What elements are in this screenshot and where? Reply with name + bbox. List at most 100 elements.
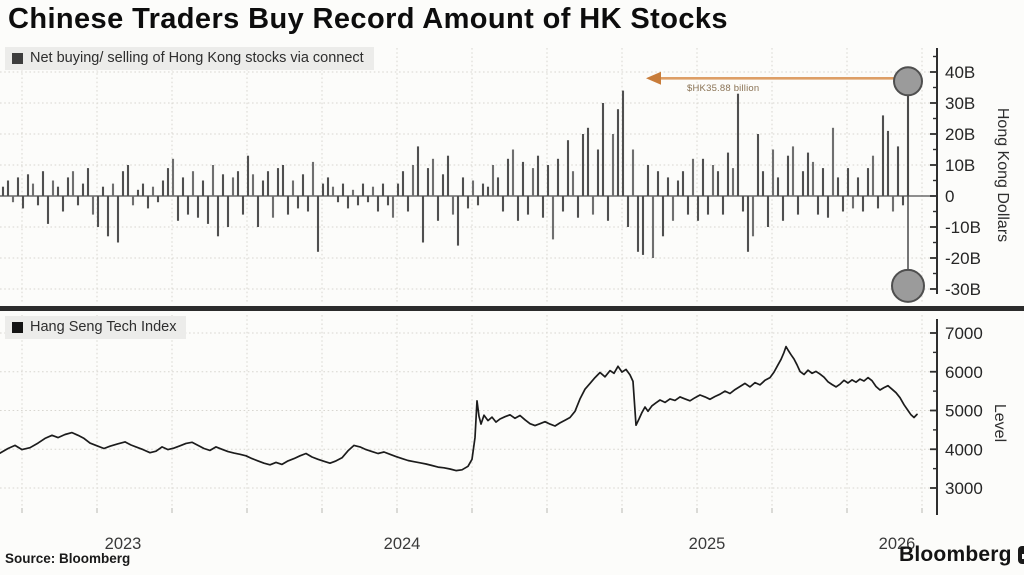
- index-legend: Hang Seng Tech Index: [5, 316, 187, 339]
- net-flow-bar: [396, 183, 400, 196]
- net-flow-bar: [636, 196, 640, 252]
- net-flow-bar: [836, 177, 840, 196]
- net-flow-bar: [151, 186, 155, 196]
- net-flow-bar: [256, 196, 260, 227]
- net-flow-bar: [706, 196, 710, 215]
- net-flow-bar: [761, 171, 765, 196]
- net-flow-bar: [656, 171, 660, 196]
- y-tick-label: 40B: [945, 63, 975, 82]
- y-axis-title: Hong Kong Dollars: [994, 108, 1011, 242]
- net-flow-bar: [786, 155, 790, 196]
- x-year-label: 2025: [689, 535, 726, 553]
- net-flow-bar: [641, 196, 645, 255]
- net-flow-bar: [506, 158, 510, 196]
- net-flow-bar: [271, 196, 275, 218]
- net-flow-bar: [796, 196, 800, 215]
- net-flow-bar: [296, 196, 300, 209]
- net-flow-bar: [571, 171, 575, 196]
- net-flow-bar: [801, 171, 805, 196]
- y-tick-label: -20B: [945, 249, 981, 268]
- net-flow-bar: [541, 196, 545, 218]
- y-tick-label: 4000: [945, 440, 983, 459]
- net-flow-bar: [101, 186, 105, 196]
- net-flow-bar: [861, 196, 865, 212]
- y-tick-label: 5000: [945, 402, 983, 421]
- net-flow-bar: [741, 196, 745, 212]
- net-flow-bar: [856, 177, 860, 196]
- net-flow-bar: [361, 183, 365, 196]
- net-flow-bar: [631, 149, 635, 196]
- y-tick-label: 10B: [945, 156, 975, 175]
- net-flow-bar: [276, 168, 280, 196]
- net-flow-bar: [576, 196, 580, 218]
- net-flow-bar: [646, 165, 650, 196]
- record-low-marker: [891, 268, 925, 303]
- net-flow-bar: [191, 171, 195, 196]
- net-flow-bar: [781, 196, 785, 221]
- net-flow-bar: [826, 196, 830, 218]
- net-flow-bar: [896, 146, 900, 196]
- net-flow-bar: [551, 196, 555, 240]
- net-flow-bar: [901, 196, 905, 206]
- net-flow-bar: [76, 196, 80, 206]
- net-flow-bar: [441, 174, 445, 196]
- net-flow-bar: [146, 196, 150, 209]
- record-high-marker: [893, 66, 923, 97]
- net-flow-bar: [591, 196, 595, 215]
- net-flow-bar: [496, 177, 500, 196]
- net-flow-bar: [211, 165, 215, 196]
- net-flow-bar: [236, 171, 240, 196]
- net-flow-bar: [116, 196, 120, 243]
- net-flow-bar: [736, 93, 740, 196]
- net-flow-bar: [776, 177, 780, 196]
- net-flow-bar: [221, 174, 225, 196]
- net-flow-bar: [331, 186, 335, 196]
- net-flow-bar: [51, 180, 55, 196]
- net-flow-bar: [686, 196, 690, 215]
- net-flow-bar: [601, 103, 605, 196]
- net-flow-bar: [141, 183, 145, 196]
- net-flow-bar: [356, 196, 360, 206]
- net-flow-bar: [716, 171, 720, 196]
- net-flow-bar: [311, 161, 315, 196]
- net-flow-bar: [196, 196, 200, 218]
- net-flow-bar: [136, 189, 140, 196]
- bloomberg-mark-icon: [1017, 546, 1024, 564]
- page-title: Chinese Traders Buy Record Amount of HK …: [8, 3, 728, 35]
- net-flow-bar: [81, 183, 85, 196]
- net-flow-bar: [491, 165, 495, 196]
- net-flow-bar: [261, 180, 265, 196]
- net-flow-bar: [821, 168, 825, 196]
- net-flow-bar: [286, 196, 290, 215]
- net-flow-bar: [316, 196, 320, 252]
- net-flow-bar: [171, 158, 175, 196]
- net-flow-bar: [201, 180, 205, 196]
- net-flow-bar: [41, 171, 45, 196]
- net-flow-bar: [481, 183, 485, 196]
- y-tick-label: 30B: [945, 94, 975, 113]
- net-flow-bar: [306, 196, 310, 212]
- record-annotation-label: $HK35.88 billion: [687, 83, 760, 94]
- net-flow-bar: [526, 196, 530, 215]
- net-flow-bar: [371, 186, 375, 196]
- net-flow-bar: [381, 183, 385, 196]
- net-flow-bar: [376, 196, 380, 212]
- net-flow-bar-chart: 40B 30B 20B 10B 0 -10B -20B -30B Hong Kong Dolla…: [0, 48, 1011, 303]
- net-flow-bar: [516, 196, 520, 221]
- net-flow-bar: [676, 180, 680, 196]
- y-tick-label: 3000: [945, 479, 983, 498]
- net-flow-bar: [66, 177, 70, 196]
- net-flow-bar: [406, 196, 410, 212]
- net-flow-bar: [791, 146, 795, 196]
- index-legend-swatch-icon: [12, 321, 23, 333]
- bloomberg-wordmark: Bloomberg: [899, 543, 1012, 566]
- net-flow-bar: [351, 189, 355, 196]
- y-tick-label: -30B: [945, 280, 981, 299]
- net-flow-bar: [476, 196, 480, 206]
- bars-series: [1, 84, 910, 258]
- net-flow-bar: [436, 196, 440, 221]
- net-flow-bar: [621, 90, 625, 196]
- net-flow-bar: [246, 155, 250, 196]
- net-flow-bar: [26, 174, 30, 196]
